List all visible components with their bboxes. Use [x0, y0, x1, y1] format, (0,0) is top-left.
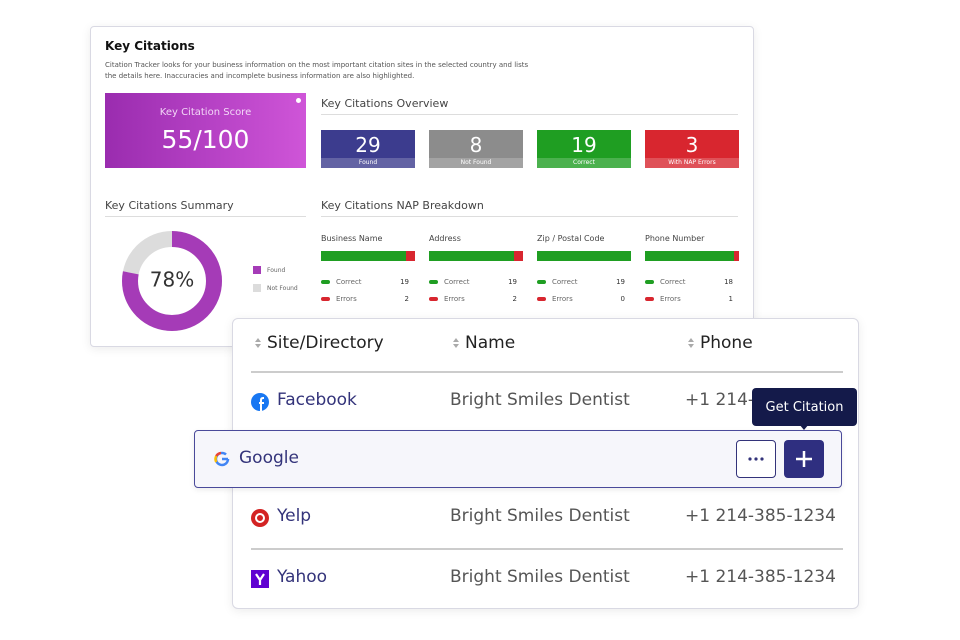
- score-box: Key Citation Score 55/100: [105, 93, 306, 168]
- tooltip-arrow: [799, 424, 809, 430]
- stat-label: Found: [321, 158, 415, 168]
- bar-correct: [645, 251, 735, 261]
- legend-swatch: [537, 280, 546, 284]
- more-icon: [748, 457, 764, 461]
- stat-value: 19: [571, 133, 597, 157]
- donut-found: [122, 231, 222, 331]
- google-row[interactable]: Google: [194, 430, 842, 488]
- column-header: Name: [465, 333, 516, 353]
- count-correct: 19: [616, 278, 625, 286]
- bar-errors: [514, 251, 523, 261]
- legend-correct: Correct: [336, 278, 362, 286]
- field-name: Phone Number: [645, 234, 705, 243]
- overview-title: Key Citations Overview: [321, 97, 738, 115]
- legend-found: Found: [267, 267, 286, 274]
- site-name: Yahoo: [277, 567, 328, 587]
- donut-label: 78%: [150, 268, 194, 292]
- card-description: Citation Tracker looks for your business…: [105, 61, 529, 80]
- legend-correct: Correct: [552, 278, 578, 286]
- legend-swatch-not-found: [253, 284, 261, 292]
- cell: +1 214-385-1234: [685, 567, 836, 587]
- bar-correct: [321, 251, 407, 261]
- more-button[interactable]: [736, 440, 776, 478]
- stat-box: 29 Found: [321, 130, 415, 168]
- site-name: Yelp: [277, 506, 312, 526]
- stat-value: 29: [355, 133, 381, 157]
- count-errors: 1: [728, 295, 733, 303]
- tooltip-text: Get Citation: [765, 400, 844, 415]
- site-icon: [251, 509, 269, 527]
- site-icon: [251, 570, 269, 588]
- site-icon: [251, 393, 269, 411]
- legend-correct: Correct: [660, 278, 686, 286]
- legend-swatch: [537, 297, 546, 301]
- donut: 78%: [122, 231, 222, 331]
- sort-icon: [450, 337, 459, 351]
- field-name: Zip / Postal Code: [537, 234, 605, 243]
- legend-swatch: [429, 297, 438, 301]
- legend-swatch: [429, 280, 438, 284]
- stat-box: 3 With NAP Errors: [645, 130, 739, 168]
- count-errors: 0: [620, 295, 625, 303]
- legend-correct: Correct: [444, 278, 470, 286]
- logo: [251, 509, 269, 527]
- legend-swatch: [645, 297, 654, 301]
- score-value: 55/100: [161, 125, 250, 154]
- count-errors: 2: [512, 295, 517, 303]
- divider: [251, 548, 843, 550]
- legend-swatch: [645, 280, 654, 284]
- stat-box: 8 Not Found: [429, 130, 523, 168]
- bar-correct: [429, 251, 515, 261]
- divider: [251, 371, 843, 373]
- field-name: Business Name: [321, 234, 383, 243]
- stat-label: Not Found: [429, 158, 523, 168]
- cell: Bright Smiles Dentist: [450, 567, 630, 587]
- count-errors: 2: [404, 295, 409, 303]
- sort-icon: [685, 337, 694, 351]
- score-label: Key Citation Score: [159, 107, 252, 118]
- legend-errors: Errors: [336, 295, 357, 303]
- count-correct: 19: [508, 278, 517, 286]
- legend-errors: Errors: [660, 295, 681, 303]
- legend-errors: Errors: [552, 295, 573, 303]
- bar-errors: [734, 251, 739, 261]
- nap-title: Key Citations NAP Breakdown: [321, 199, 738, 217]
- field-name: Address: [429, 234, 461, 243]
- logo: [251, 570, 269, 588]
- cell: +1 214-385-1234: [685, 506, 836, 526]
- count-correct: 19: [400, 278, 409, 286]
- info-dot: [296, 98, 301, 103]
- site-name: Google: [239, 448, 299, 468]
- cell: Bright Smiles Dentist: [450, 390, 630, 410]
- summary-title: Key Citations Summary: [105, 199, 306, 217]
- key-citations-card: Key Citations Citation Tracker looks for…: [90, 26, 754, 347]
- stat-value: 8: [469, 133, 483, 157]
- column-header: Site/Directory: [267, 333, 384, 353]
- google-icon: [214, 451, 230, 467]
- stat-value: 3: [685, 133, 699, 157]
- card-title: Key Citations: [105, 39, 195, 53]
- legend-errors: Errors: [444, 295, 465, 303]
- cell: Bright Smiles Dentist: [450, 506, 630, 526]
- add-button[interactable]: [784, 440, 824, 478]
- plus-icon: [796, 451, 812, 467]
- site-name: Facebook: [277, 390, 357, 410]
- sort-icon: [252, 337, 261, 351]
- bar-errors: [406, 251, 415, 261]
- logo: [251, 393, 269, 411]
- legend-swatch-found: [253, 266, 261, 274]
- stat-label: With NAP Errors: [645, 158, 739, 168]
- tooltip: Get Citation: [752, 388, 857, 430]
- stat-box: 19 Correct: [537, 130, 631, 168]
- legend-swatch: [321, 280, 330, 284]
- legend-not-found: Not Found: [267, 285, 298, 292]
- column-header: Phone: [700, 333, 753, 353]
- legend-swatch: [321, 297, 330, 301]
- count-correct: 18: [724, 278, 733, 286]
- stat-label: Correct: [537, 158, 631, 168]
- bar-correct: [537, 251, 631, 261]
